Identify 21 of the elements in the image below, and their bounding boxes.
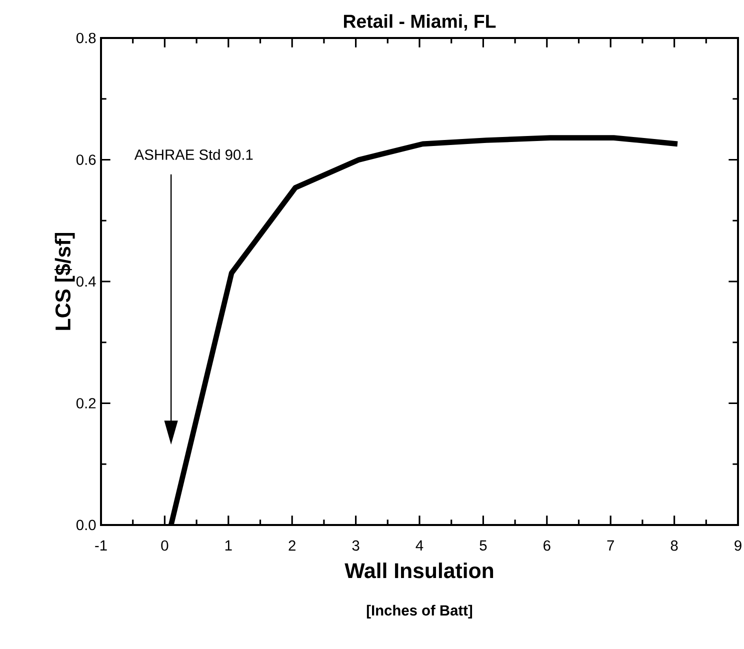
x-axis-title: Wall Insulation <box>344 562 494 578</box>
x-tick-label: 0 <box>161 540 168 551</box>
x-tick-label: 1 <box>225 540 232 550</box>
y-axis-title: LCS [$/sf] <box>54 232 75 330</box>
chart-title: Retail - Miami, FL <box>344 14 496 31</box>
y-tick-label: 0.8 <box>76 32 96 44</box>
annotation: ASHRAE Std 90.1 <box>134 149 253 160</box>
x-tick-label: 7 <box>607 540 614 550</box>
y-tick-label: 0.0 <box>76 520 96 530</box>
x-tick-label: 6 <box>544 540 550 551</box>
x-tick-label: 2 <box>288 540 296 551</box>
x-tick-label: 8 <box>670 540 678 551</box>
x-tick-label: 9 <box>734 540 742 551</box>
x-tick-label: -1 <box>95 540 107 550</box>
y-tick-label: 0.2 <box>76 398 96 408</box>
x-tick-label: 5 <box>480 540 487 551</box>
x-tick-label: 3 <box>352 540 360 551</box>
y-tick-label: 0.4 <box>76 276 96 287</box>
x-tick-label: 4 <box>416 540 424 550</box>
y-tick-label: 0.6 <box>76 154 96 165</box>
text: [Inches of Batt] <box>366 604 472 618</box>
